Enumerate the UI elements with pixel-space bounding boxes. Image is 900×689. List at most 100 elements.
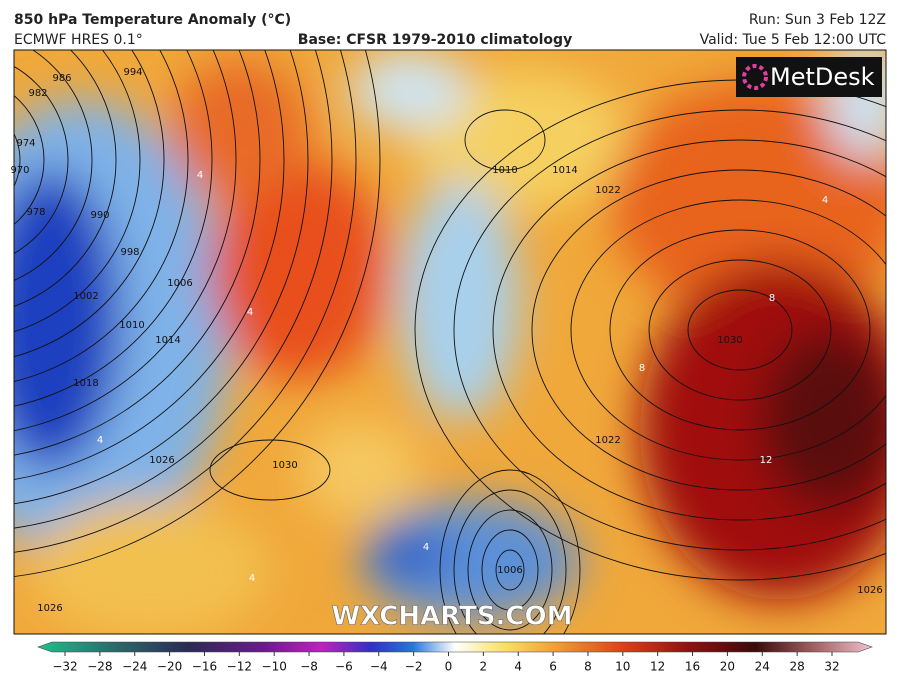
isobar [14, 50, 213, 407]
colorbar-tick-label: 0 [445, 660, 453, 674]
isobar [14, 50, 165, 358]
colorbar-tick-label: 10 [615, 660, 630, 674]
colorbar-tick-label: 24 [755, 660, 770, 674]
colorbar-tick-label: 20 [720, 660, 735, 674]
map-frame [13, 49, 887, 635]
colorbar-tick-label: 2 [480, 660, 488, 674]
isobar [14, 132, 21, 188]
anomaly-label: 8 [639, 363, 645, 374]
isobar [14, 50, 333, 529]
title: 850 hPa Temperature Anomaly (°C) [14, 12, 291, 28]
colorbar-tick-label: −28 [87, 660, 112, 674]
isobar [14, 50, 141, 333]
isobar-label: 1006 [497, 565, 522, 576]
isobars [14, 50, 886, 634]
isobar-label: 1010 [492, 165, 517, 176]
isobar [14, 50, 261, 456]
isobar-label: 974 [16, 138, 35, 149]
isobar-label: 998 [120, 247, 139, 258]
run: Run: Sun 3 Feb 12Z [749, 12, 886, 28]
colorbar-tick-label: 16 [685, 660, 700, 674]
isobar [14, 95, 45, 225]
colorbar-tick-label: −4 [370, 660, 388, 674]
isobar [570, 199, 886, 461]
isobar-labels: 986 994 982 974 970 978 990 998 1002 1006 1010 1014… [10, 67, 882, 614]
isobar [209, 439, 331, 501]
isobar-label: 994 [123, 67, 142, 78]
isobar-label: 970 [10, 165, 29, 176]
isobar [453, 109, 886, 551]
colorbar-tick-label: −12 [227, 660, 252, 674]
isobar-label: 1014 [155, 335, 180, 346]
isobar-label: 1026 [149, 455, 174, 466]
colorbar-tick-label: −8 [300, 660, 318, 674]
map [14, 50, 886, 634]
isobar [492, 139, 886, 521]
isobar [14, 50, 189, 382]
isobar-label: 986 [52, 73, 71, 84]
model: ECMWF HRES 0.1° [14, 32, 143, 48]
anomaly-label: 12 [760, 455, 773, 466]
isobar [648, 259, 832, 401]
watermark: WXCHARTS.COM [331, 602, 572, 632]
isobar [14, 50, 93, 281]
valid: Valid: Tue 5 Feb 12:00 UTC [700, 32, 887, 48]
isobar-label: 1014 [552, 165, 577, 176]
isobar-label: 1006 [167, 278, 192, 289]
isobar-label: 1026 [857, 585, 882, 596]
isobar [531, 169, 886, 491]
isobar [14, 65, 69, 255]
colorbar-tick-label: −16 [192, 660, 217, 674]
isobar-label: 1022 [595, 185, 620, 196]
colorbar-tick-label: −2 [405, 660, 423, 674]
colorbar-tick-label: 4 [514, 660, 522, 674]
anomaly-label: 4 [423, 542, 429, 553]
isobar-label: 1018 [73, 378, 98, 389]
colorbar-tick-label: 6 [549, 660, 557, 674]
isobar [453, 489, 567, 634]
colorbar-ticks: −32 −28 −24 −20 −16 −12 −10 −8 −6 −4 −2 0 2 4 6 8 10 12 16… [52, 652, 840, 674]
isobar [14, 50, 285, 480]
base: Base: CFSR 1979-2010 climatology [298, 32, 572, 48]
colorbar-tick-label: −32 [52, 660, 77, 674]
isobar [609, 229, 871, 431]
isobar [495, 549, 525, 591]
isobar-label: 1030 [272, 460, 297, 471]
isobar-label: 1022 [595, 435, 620, 446]
isobar [14, 50, 237, 432]
isobar [467, 509, 553, 631]
isobar [14, 50, 381, 577]
isobar [14, 50, 309, 505]
isobar-label: 1002 [73, 291, 98, 302]
logo-icon [742, 64, 768, 90]
anomaly-label: 4 [197, 170, 203, 181]
isobar [481, 529, 539, 611]
colorbar-tick-label: −6 [335, 660, 353, 674]
colorbar-tick-label: −10 [262, 660, 287, 674]
colorbar-tick-label: −20 [157, 660, 182, 674]
isobar-label: 1026 [37, 603, 62, 614]
logo-box [736, 57, 882, 97]
anomaly-label: 4 [822, 195, 828, 206]
isobar-label: 1010 [119, 320, 144, 331]
isobar-label: 978 [26, 207, 45, 218]
colorbar [37, 641, 873, 653]
anomaly-label: 4 [97, 435, 103, 446]
colorbar-tick-label: −24 [122, 660, 147, 674]
isobar [14, 50, 357, 553]
isobar [439, 469, 581, 634]
anomaly-label: 4 [249, 573, 255, 584]
isobar [687, 289, 793, 371]
isobar-label: 990 [90, 210, 109, 221]
logo: MetDesk [770, 63, 875, 91]
isobar [464, 109, 546, 171]
isobar [14, 50, 117, 307]
colorbar-tick-label: 8 [584, 660, 592, 674]
colorbar-tick-label: 28 [789, 660, 804, 674]
anomaly-label: 4 [247, 307, 253, 318]
isobar-label: 982 [28, 88, 47, 99]
colorbar-tick-label: 12 [650, 660, 665, 674]
anomaly-label: 8 [769, 293, 775, 304]
isobar-label: 1030 [717, 335, 742, 346]
